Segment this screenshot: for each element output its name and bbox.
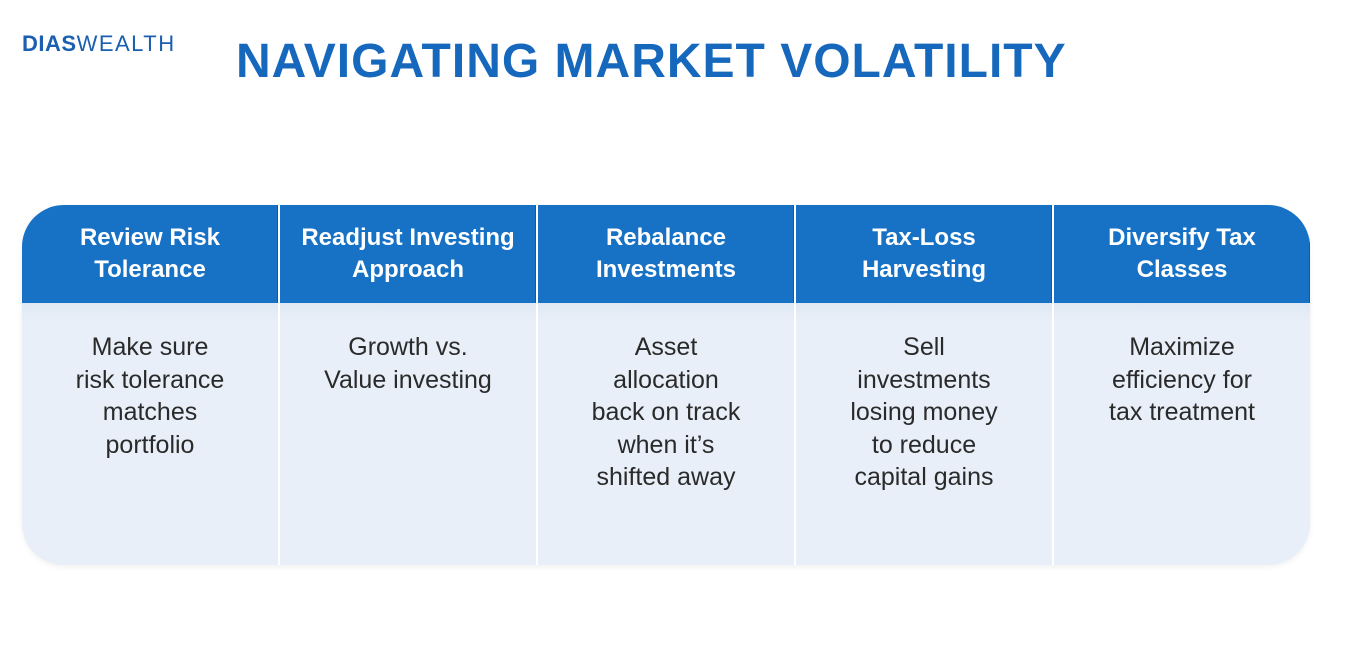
body-line: Growth vs. (348, 333, 468, 361)
strategy-column-tax-loss: Tax-Loss Harvesting Sell investments los… (796, 205, 1054, 565)
logo-light-text: WEALTH (76, 31, 176, 56)
strategy-table: Review Risk Tolerance Make sure risk tol… (22, 205, 1310, 565)
body-line: efficiency for (1112, 365, 1252, 394)
logo-strong-text: DIAS (22, 31, 77, 56)
strategy-column-readjust-approach: Readjust Investing Approach Growth vs. V… (280, 205, 538, 565)
header-line: Harvesting (861, 256, 987, 283)
body-line: Value investing (324, 365, 492, 394)
header-line: Review Risk (79, 224, 221, 251)
column-body: Asset allocation back on track when it’s… (538, 303, 794, 565)
body-line: allocation (613, 365, 719, 394)
body-line: Asset (634, 333, 698, 361)
body-line: to reduce (871, 430, 977, 459)
column-header: Diversify Tax Classes (1054, 205, 1310, 303)
body-line: back on track (591, 398, 741, 426)
header-line: Rebalance (605, 224, 727, 251)
brand-logo: DIASWEALTH (22, 33, 176, 55)
column-body: Maximize efficiency for tax treatment (1054, 303, 1310, 565)
header-line: Readjust Investing (301, 224, 515, 251)
strategy-column-review-risk: Review Risk Tolerance Make sure risk tol… (22, 205, 280, 565)
body-line: investments (857, 365, 991, 394)
body-line: when it’s (617, 430, 715, 459)
header-line: Investments (595, 256, 737, 283)
column-body: Sell investments losing money to reduce … (796, 303, 1052, 565)
column-header: Review Risk Tolerance (22, 205, 278, 303)
body-line: losing money (850, 398, 998, 426)
header-line: Approach (351, 256, 464, 283)
body-line: portfolio (105, 430, 195, 459)
header-line: Classes (1136, 256, 1228, 283)
body-line: Make sure (91, 333, 209, 361)
body-line: risk tolerance (75, 365, 225, 394)
strategy-column-rebalance: Rebalance Investments Asset allocation b… (538, 205, 796, 565)
page-title: NAVIGATING MARKET VOLATILITY (236, 35, 1067, 88)
body-line: capital gains (854, 463, 994, 491)
body-line: matches (102, 398, 198, 426)
column-body: Growth vs. Value investing (280, 303, 536, 565)
body-line: shifted away (596, 463, 736, 491)
strategy-column-diversify-tax: Diversify Tax Classes Maximize efficienc… (1054, 205, 1310, 565)
column-header: Readjust Investing Approach (280, 205, 536, 303)
body-line: Sell (903, 333, 945, 361)
column-body: Make sure risk tolerance matches portfol… (22, 303, 278, 565)
column-header: Rebalance Investments (538, 205, 794, 303)
header-line: Tax-Loss (872, 224, 976, 251)
header-line: Diversify Tax (1108, 224, 1256, 251)
body-line: Maximize (1129, 333, 1235, 361)
column-header: Tax-Loss Harvesting (796, 205, 1052, 303)
header-line: Tolerance (94, 256, 206, 283)
body-line: tax treatment (1109, 398, 1255, 426)
